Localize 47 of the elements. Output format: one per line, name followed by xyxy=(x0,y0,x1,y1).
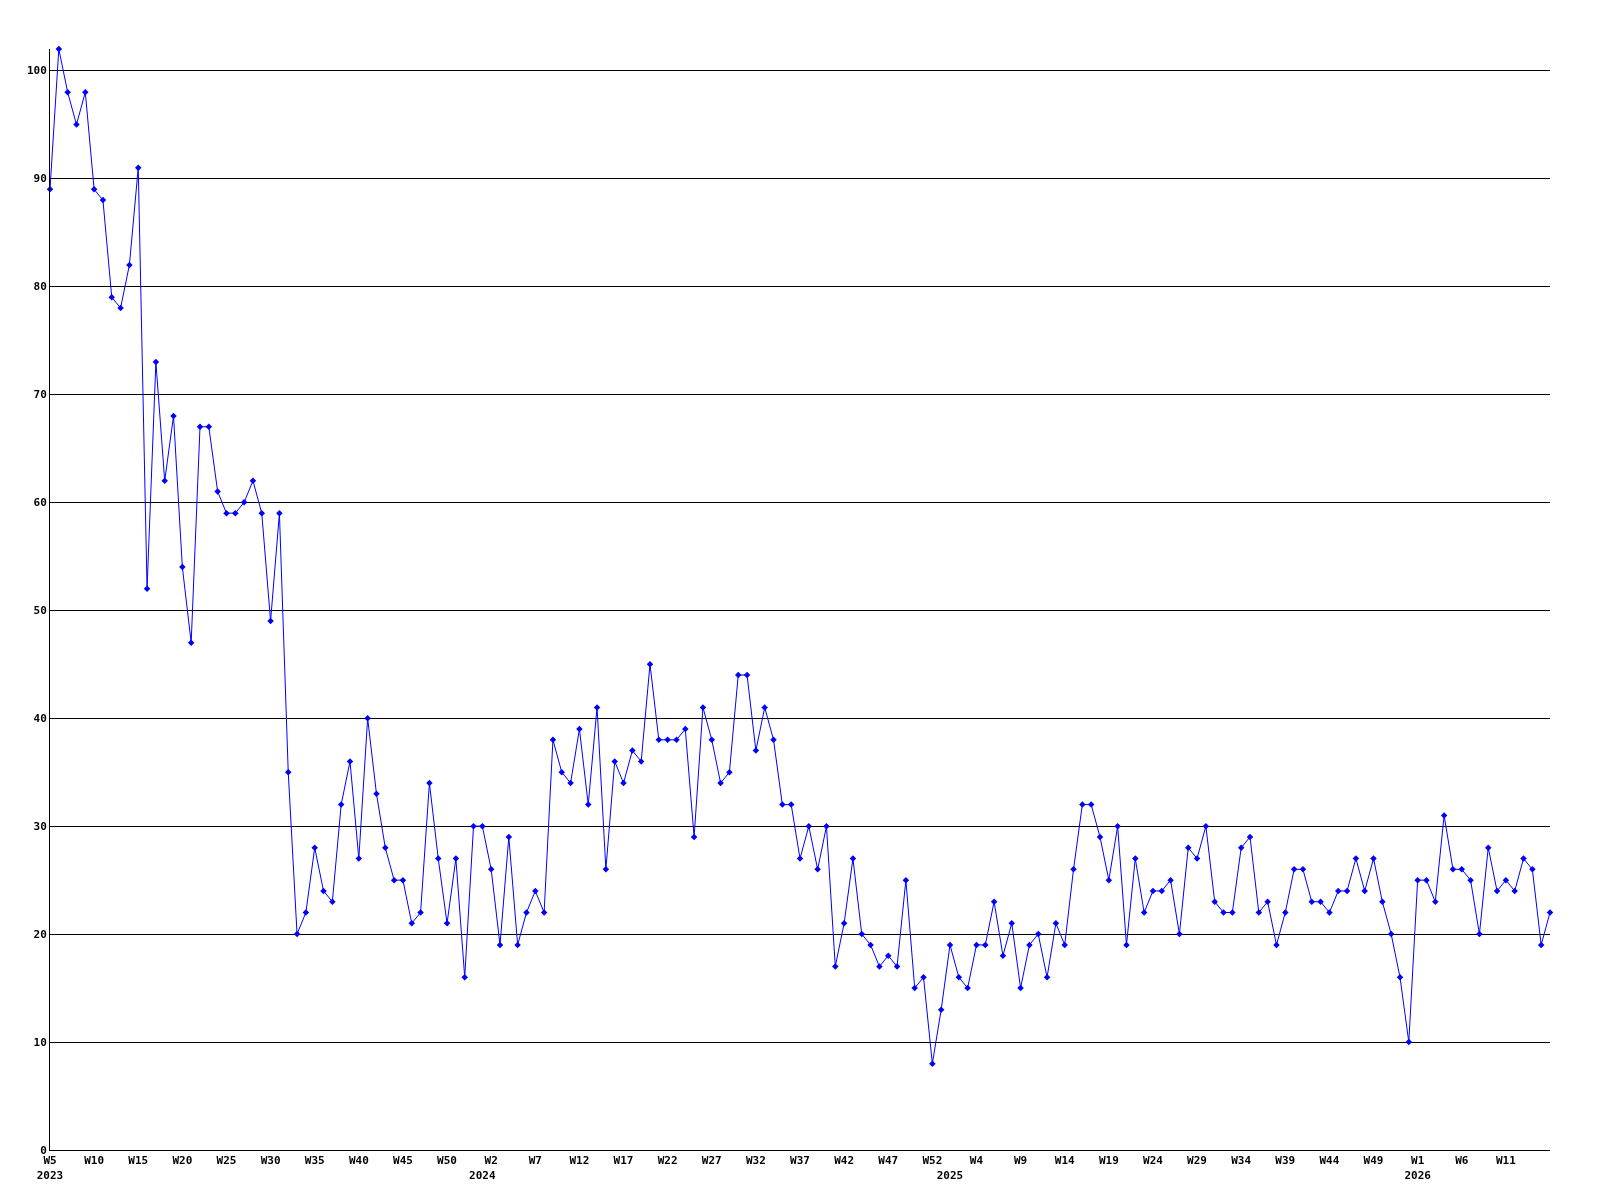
x-tick-label: W44 xyxy=(1319,1154,1340,1168)
x-tick-label: W4 xyxy=(969,1154,984,1168)
x-tick-label: W34 xyxy=(1231,1154,1252,1168)
x-tick-label: W42 xyxy=(834,1154,855,1168)
x-tick-label: W49 xyxy=(1363,1154,1384,1168)
y-tick-label: 80 xyxy=(33,280,47,294)
x-tick-label: W12 xyxy=(569,1154,590,1168)
x-tick-label: W17 xyxy=(613,1154,634,1168)
x-tick-label: W20 xyxy=(172,1154,193,1168)
x-tick-label: W19 xyxy=(1098,1154,1119,1168)
x-tick-label: W29 xyxy=(1187,1154,1207,1168)
x-tick-label: W35 xyxy=(304,1154,325,1168)
x-tick-label: W52 xyxy=(922,1154,943,1168)
y-tick-label: 60 xyxy=(33,496,47,510)
x-tick-label: W15 xyxy=(128,1154,149,1168)
x-tick-label: W6 xyxy=(1455,1154,1469,1168)
x-tick-label: W7 xyxy=(528,1154,542,1168)
y-tick-label: 50 xyxy=(33,604,47,618)
x-tick-label: W47 xyxy=(878,1154,899,1168)
x-tick-label: W39 xyxy=(1275,1154,1296,1168)
x-tick-label: W50 xyxy=(437,1154,457,1168)
x-tick-label: 2025 xyxy=(936,1168,964,1182)
x-tick-label: W9 xyxy=(1013,1154,1028,1168)
y-tick-label: 90 xyxy=(33,172,47,186)
x-tick-label: W24 xyxy=(1143,1154,1164,1168)
x-tick-label: W32 xyxy=(745,1154,766,1168)
x-tick-label: W5 2023 xyxy=(36,1154,64,1182)
x-tick-label: W22 xyxy=(657,1154,678,1168)
y-tick-label: 70 xyxy=(33,388,47,402)
x-tick-label: 2024 xyxy=(469,1168,496,1182)
x-tick-label: W37 xyxy=(790,1154,810,1168)
x-tick-label: W40 xyxy=(348,1154,369,1168)
x-tick-label: W10 xyxy=(84,1154,105,1168)
x-tick-label: W27 xyxy=(701,1154,722,1168)
x-tick-label: W11 xyxy=(1495,1154,1517,1168)
y-tick-label: 40 xyxy=(33,712,47,726)
x-tick-label: W30 xyxy=(260,1154,281,1168)
y-tick-label: 20 xyxy=(33,927,47,941)
x-tick-label: W25 xyxy=(216,1154,237,1168)
x-tick-label: W45 xyxy=(393,1154,413,1168)
x-tick-label: W2 xyxy=(484,1154,498,1168)
y-tick-label: 30 xyxy=(33,820,47,834)
y-tick-label: 0 xyxy=(40,1143,47,1157)
x-tick-label: W14 xyxy=(1054,1154,1076,1168)
y-tick-label: 100 xyxy=(26,64,47,78)
x-tick-label: W1 2026 xyxy=(1404,1154,1432,1182)
y-tick-label: 10 xyxy=(33,1035,47,1049)
